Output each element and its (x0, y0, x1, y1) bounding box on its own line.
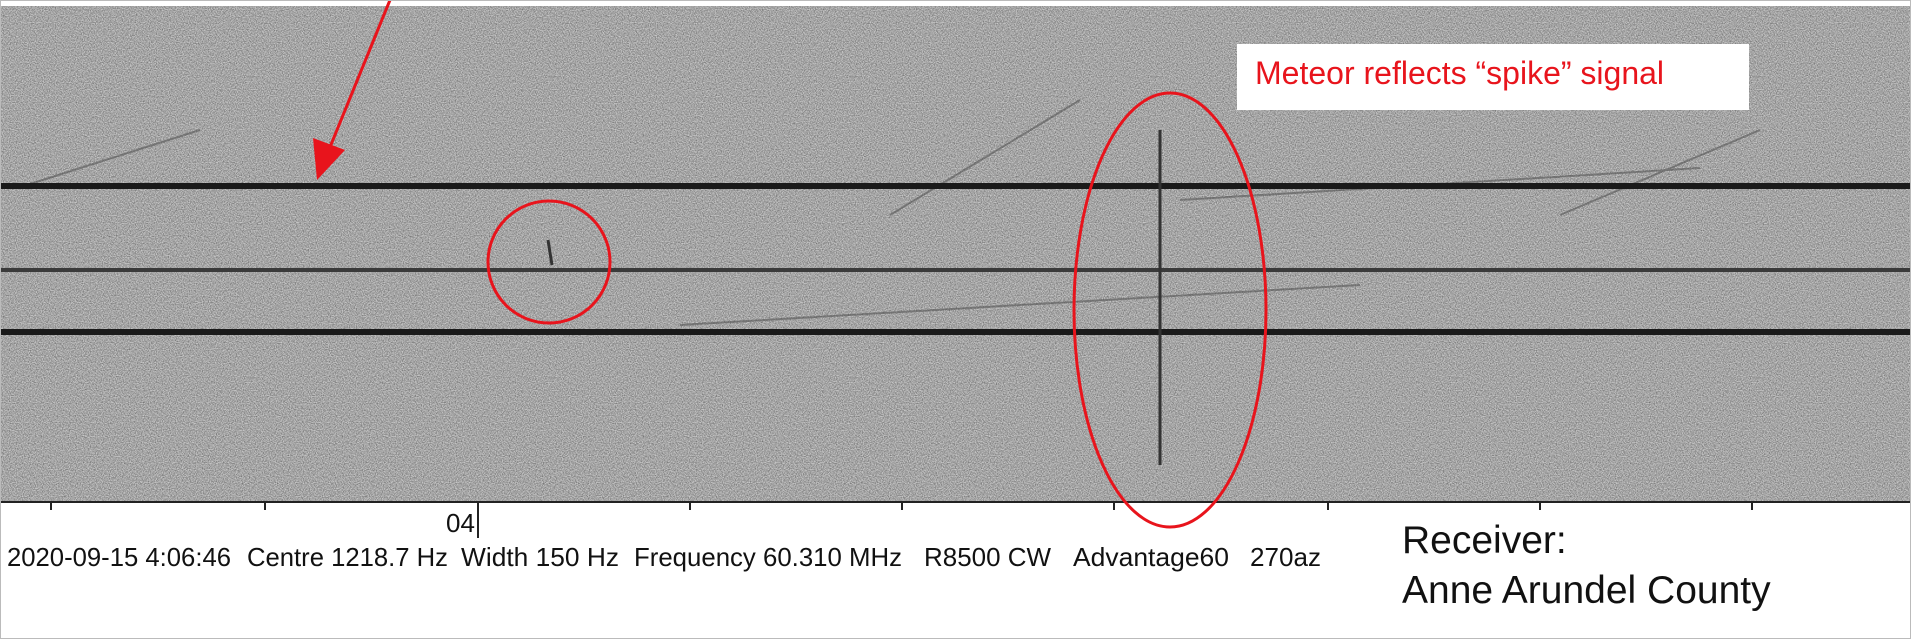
arrow-shaft (326, 0, 392, 153)
highlight-circle (486, 199, 612, 325)
meteor-trace (546, 239, 554, 266)
status-item: R8500 CW (924, 542, 1051, 572)
status-item: Centre 1218.7 Hz (247, 542, 448, 572)
receiver-location: Anne Arundel County (1402, 569, 1771, 612)
highlight-ellipse (1072, 91, 1268, 529)
annotation-box (1237, 44, 1749, 110)
receiver-label: Receiver: (1402, 519, 1567, 562)
status-item: Width 150 Hz (461, 542, 619, 572)
carrier-line (0, 329, 1911, 335)
status-item: 2020-09-15 4:06:46 (7, 542, 231, 572)
arrow-head (313, 138, 345, 180)
annotations: Meteor reflects “spike” signal (313, 0, 1749, 529)
status-item: Advantage60 (1073, 542, 1229, 572)
time-label: 04 (446, 508, 475, 538)
status-item: Frequency 60.310 MHz (634, 542, 902, 572)
annotation-text: Meteor reflects “spike” signal (1255, 55, 1664, 91)
center-line (0, 268, 1911, 272)
ticks (50, 502, 1753, 538)
carrier-line (0, 183, 1911, 189)
status-item: 270az (1250, 542, 1321, 572)
